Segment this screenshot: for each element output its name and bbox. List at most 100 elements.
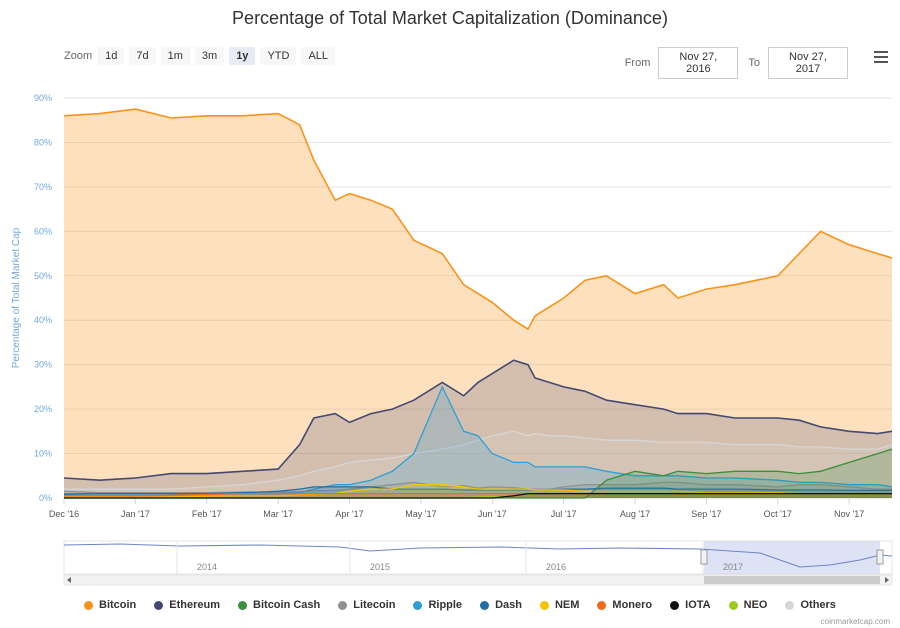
y-tick-label: 80% xyxy=(34,137,52,147)
navigator-year-label: 2017 xyxy=(723,562,743,572)
y-tick-label: 40% xyxy=(34,315,52,325)
series-line-bitcoin xyxy=(63,108,893,331)
x-tick-label: Jun '17 xyxy=(478,509,507,519)
series-area-ethereum xyxy=(64,360,892,498)
navigator-year-label: 2015 xyxy=(370,562,390,572)
legend-label: Bitcoin xyxy=(99,599,137,611)
legend-label: Ethereum xyxy=(169,599,221,611)
scroll-right-icon[interactable] xyxy=(885,577,889,583)
legend-item-monero[interactable]: Monero xyxy=(597,599,652,611)
legend-item-bitcoin[interactable]: Bitcoin xyxy=(84,599,136,611)
legend-label: Bitcoin Cash xyxy=(253,599,321,611)
legend-label: NEO xyxy=(743,599,768,611)
ethereum-dot-icon xyxy=(154,600,164,610)
chart-title: Percentage of Total Market Capitalizatio… xyxy=(232,8,668,28)
menu-icon[interactable] xyxy=(874,51,888,66)
navigator-selection xyxy=(704,541,880,574)
x-tick-label: Sep '17 xyxy=(691,509,721,519)
x-tick-label: Nov '17 xyxy=(834,509,864,519)
zoom-1m-button[interactable]: 1m xyxy=(160,47,190,65)
y-tick-label: 50% xyxy=(34,271,52,281)
scrollbar-thumb[interactable] xyxy=(704,576,880,584)
iota-dot-icon xyxy=(670,600,680,610)
zoom-7d-button[interactable]: 7d xyxy=(129,47,156,65)
dash-dot-icon xyxy=(480,600,490,610)
legend-item-bitcoin-cash[interactable]: Bitcoin Cash xyxy=(238,599,320,611)
series-line-litecoin xyxy=(63,481,892,494)
series-line-iota xyxy=(64,492,892,499)
y-tick-label: 30% xyxy=(34,360,52,370)
x-tick-label: Dec '16 xyxy=(49,509,79,519)
navigator-year-label: 2016 xyxy=(546,562,566,572)
legend-item-ripple[interactable]: Ripple xyxy=(413,599,462,611)
x-tick-label: May '17 xyxy=(405,509,436,519)
y-tick-label: 0% xyxy=(39,493,52,503)
series-area-ripple xyxy=(64,386,892,498)
date-range: From Nov 27, 2016 To Nov 27, 2017 xyxy=(625,47,858,79)
navigator-left-handle[interactable] xyxy=(700,549,708,565)
x-tick-label: Oct '17 xyxy=(764,509,792,519)
legend-item-ethereum[interactable]: Ethereum xyxy=(154,599,220,611)
x-tick-label: Apr '17 xyxy=(335,509,363,519)
series-line-others xyxy=(64,430,893,490)
zoom-1y-button[interactable]: 1y xyxy=(229,47,256,65)
legend-label: Litecoin xyxy=(353,599,396,611)
x-tick-label: Mar '17 xyxy=(263,509,293,519)
from-date-input[interactable]: Nov 27, 2016 xyxy=(658,47,739,79)
from-label: From xyxy=(624,57,651,69)
navigator-line xyxy=(63,543,893,568)
bitcoin-cash-dot-icon xyxy=(238,600,248,610)
legend-label: Dash xyxy=(495,599,522,611)
legend-item-litecoin[interactable]: Litecoin xyxy=(338,599,395,611)
legend-item-iota[interactable]: IOTA xyxy=(670,599,711,611)
navigator-year-label: 2014 xyxy=(197,562,217,572)
x-tick-label: Jan '17 xyxy=(121,509,150,519)
x-tick-label: Jul '17 xyxy=(551,509,577,519)
series-area-bitcoin xyxy=(64,109,892,498)
zoom-label: Zoom xyxy=(64,50,93,62)
legend-item-others[interactable]: Others xyxy=(785,599,836,611)
credit-text: coinmarketcap.com xyxy=(820,617,890,626)
scroll-left-icon[interactable] xyxy=(67,577,71,583)
ripple-dot-icon xyxy=(413,600,423,610)
y-tick-label: 90% xyxy=(34,93,52,103)
y-tick-label: 10% xyxy=(34,449,52,459)
bitcoin-dot-icon xyxy=(84,600,93,610)
series-area-bitcoin-cash xyxy=(64,449,892,498)
neo-dot-icon xyxy=(728,600,738,610)
legend-label: IOTA xyxy=(685,599,711,611)
legend-item-nem[interactable]: NEM xyxy=(539,599,580,611)
y-tick-label: 70% xyxy=(34,182,52,192)
navigator-right-handle[interactable] xyxy=(876,549,884,565)
x-tick-label: Feb '17 xyxy=(192,509,222,519)
legend-item-neo[interactable]: NEO xyxy=(728,599,768,611)
series-area-monero xyxy=(64,493,892,498)
y-axis-label: Percentage of Total Market Cap xyxy=(11,227,22,368)
series-line-ethereum xyxy=(63,359,893,482)
monero-dot-icon xyxy=(597,600,607,610)
series-line-dash xyxy=(63,486,892,496)
zoom-3m-button[interactable]: 3m xyxy=(194,47,225,65)
series-area-neo xyxy=(64,493,892,498)
series-line-nem xyxy=(64,484,893,498)
legend-label: Others xyxy=(800,599,836,611)
x-tick-label: Aug '17 xyxy=(620,509,650,519)
litecoin-dot-icon xyxy=(338,600,348,610)
nem-dot-icon xyxy=(539,600,549,610)
legend-label: NEM xyxy=(554,599,580,611)
zoom-all-button[interactable]: ALL xyxy=(301,47,336,65)
legend-item-dash[interactable]: Dash xyxy=(480,599,522,611)
series-area-nem xyxy=(64,484,892,498)
y-tick-label: 60% xyxy=(34,226,52,236)
to-date-input[interactable]: Nov 27, 2017 xyxy=(768,47,848,79)
legend-label: Ripple xyxy=(428,599,463,611)
zoom-1d-button[interactable]: 1d xyxy=(98,47,125,65)
zoom-ytd-button[interactable]: YTD xyxy=(260,47,297,65)
legend-label: Monero xyxy=(612,599,653,611)
scrollbar-track xyxy=(63,574,893,586)
series-area-iota xyxy=(64,493,892,498)
zoom-toolbar: Zoom 1d 7d 1m 3m 1y YTD ALL xyxy=(64,47,340,65)
to-label: To xyxy=(748,57,760,69)
y-tick-label: 20% xyxy=(34,404,52,414)
